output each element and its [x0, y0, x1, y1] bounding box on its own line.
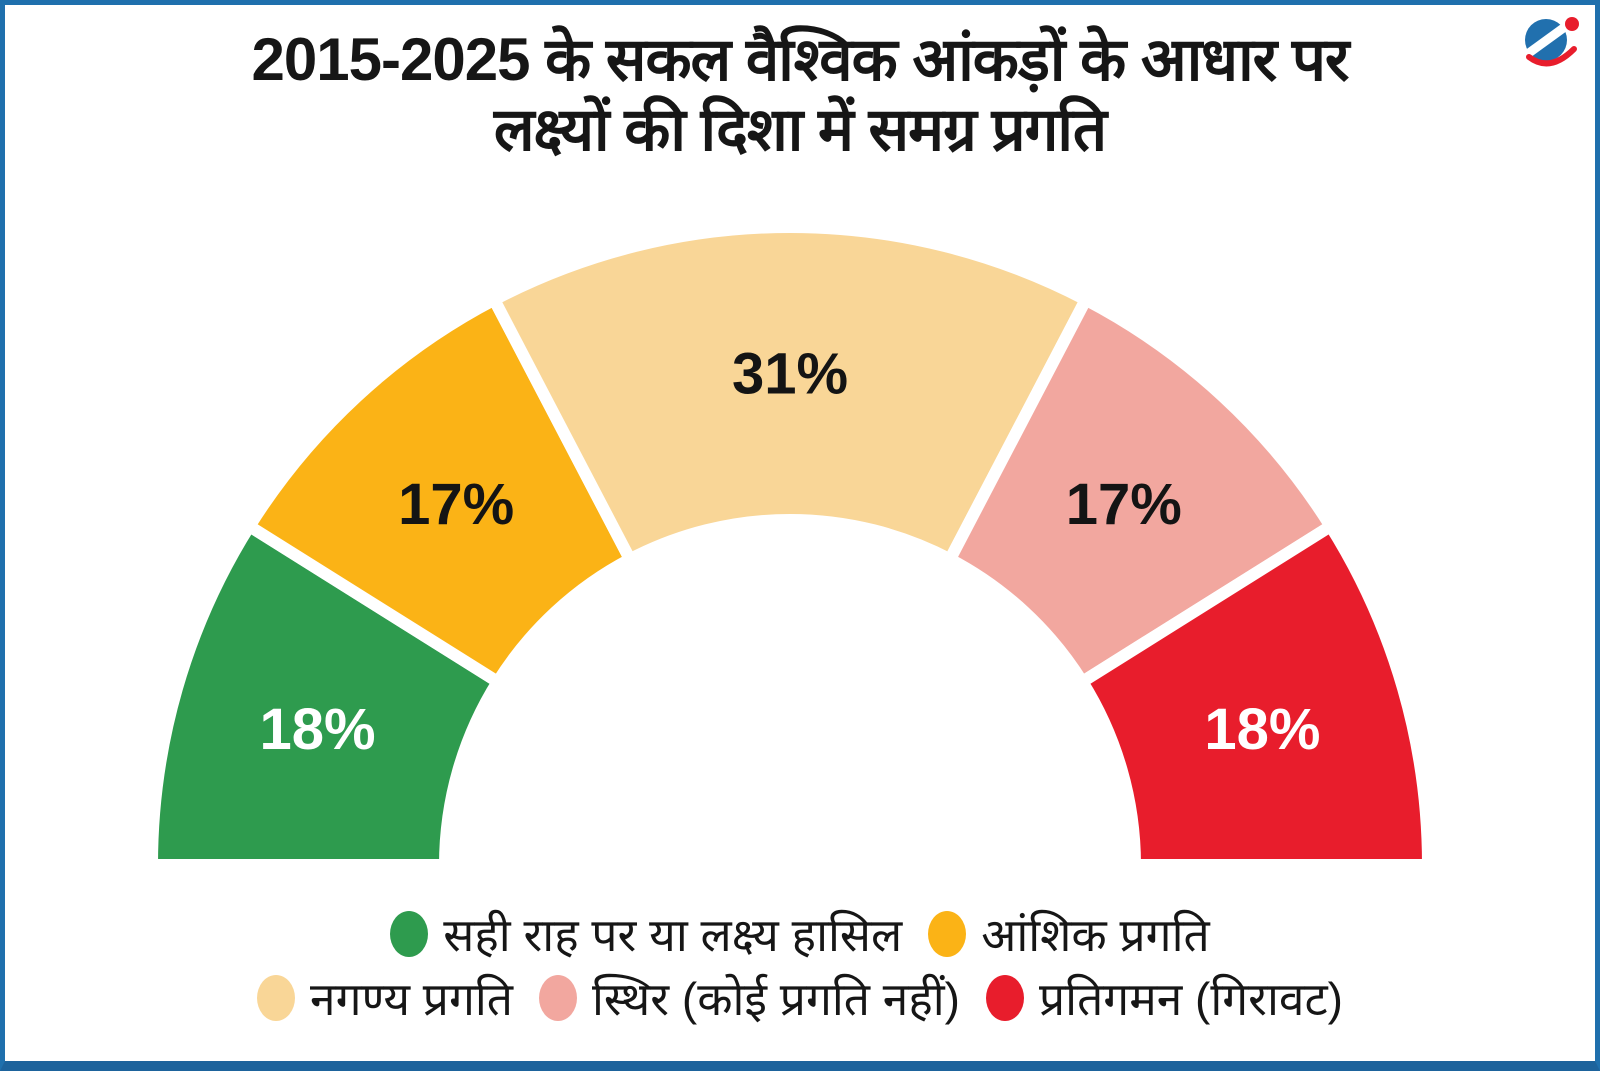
gauge-segment-5 — [1076, 520, 1434, 871]
gauge-value-label-1: 18% — [260, 697, 376, 762]
legend-item-negligible-progress: नगण्य प्रगति — [257, 967, 513, 1029]
legend-label-partial-progress: आंशिक प्रगति — [981, 909, 1210, 961]
gauge-value-label-5: 18% — [1204, 697, 1320, 762]
page-title-line1: 2015-2025 के सकल वैश्विक आंकड़ों के आधार… — [251, 26, 1350, 93]
legend-label-stagnant: स्थिर (कोई प्रगति नहीं) — [592, 973, 960, 1025]
legend-item-partial-progress: आंशिक प्रगति — [928, 903, 1210, 965]
legend-label-on-track: सही राह पर या लक्ष्य हासिल — [443, 909, 903, 961]
gauge-value-label-4: 17% — [1066, 472, 1182, 537]
legend-label-negligible-progress: नगण्य प्रगति — [310, 973, 513, 1025]
gauge-value-label-3: 31% — [732, 342, 848, 407]
gauge-segment-2 — [243, 293, 636, 688]
logo-red-dot — [1565, 17, 1579, 31]
gauge-value-label-2: 17% — [398, 472, 514, 537]
legend-dot-cream — [257, 975, 296, 1021]
legend-dot-red — [985, 975, 1024, 1021]
gauge-segment-3 — [488, 220, 1092, 566]
legend-dot-yellow — [928, 911, 967, 957]
legend-label-regression: प्रतिगमन (गिरावट) — [1038, 973, 1343, 1025]
brand-logo-icon — [1521, 13, 1579, 67]
page-title: 2015-2025 के सकल वैश्विक आंकड़ों के आधार… — [35, 25, 1565, 164]
legend-item-on-track: सही राह पर या लक्ष्य हासिल — [390, 903, 902, 965]
legend-row-2: नगण्य प्रगति स्थिर (कोई प्रगति नहीं) प्र… — [5, 967, 1595, 1029]
legend-dot-green — [390, 911, 429, 957]
logo-red-arc — [1526, 46, 1577, 67]
half-donut-gauge-chart: 18% 17% 31% 17% 18% — [146, 220, 1434, 871]
page-title-line2: लक्ष्यों की दिशा में समग्र प्रगति — [493, 95, 1107, 163]
legend-item-regression: प्रतिगमन (गिरावट) — [985, 967, 1343, 1029]
legend-row-1: सही राह पर या लक्ष्य हासिल आंशिक प्रगति — [5, 903, 1595, 965]
legend-dot-pink — [539, 975, 577, 1021]
legend-item-stagnant: स्थिर (कोई प्रगति नहीं) — [539, 967, 960, 1029]
gauge-segment-4 — [944, 293, 1337, 688]
